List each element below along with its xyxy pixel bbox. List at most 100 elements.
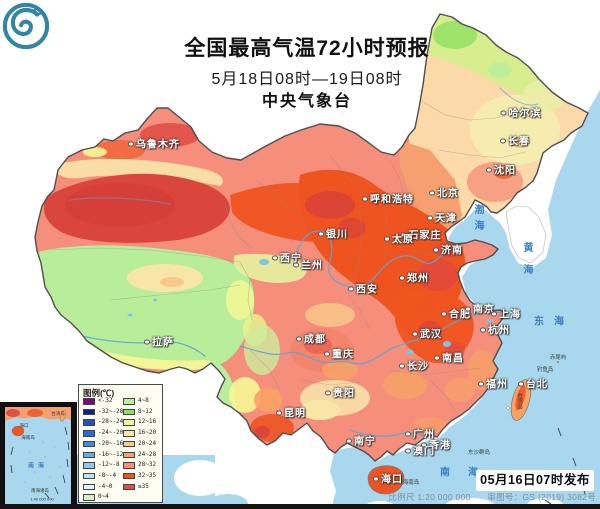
city-label-hangzhou: 杭州: [480, 322, 510, 337]
legend-label: 16~20: [138, 429, 157, 437]
legend-title: 图例(℃): [83, 388, 115, 398]
legend-label: -8~-4: [98, 471, 117, 479]
bottom-border-bar: [0, 504, 600, 509]
legend-swatch: [123, 462, 135, 469]
city-label-changchun: 长春: [500, 133, 530, 148]
city-label-shenyang: 沈阳: [486, 162, 516, 177]
agency-name: 中央气象台: [261, 93, 353, 110]
city-label-shanghai: 上海: [491, 306, 521, 321]
legend-label: -24~-20: [98, 429, 124, 437]
legend-label: -12~-8: [98, 461, 120, 469]
sea-label-bohai: 渤海: [472, 204, 483, 236]
legend-label: -16~-12: [98, 450, 124, 458]
legend-swatch: [83, 451, 95, 458]
sea-label-east-china-sea: 东海: [534, 316, 574, 328]
temperature-legend: 图例(℃) <-32 -32~-28 -28~-24 -24~-20 -20~-…: [78, 384, 163, 503]
legend-swatch: [83, 408, 95, 416]
city-label-nanchang: 南昌: [434, 350, 464, 365]
map-scale-text: 比例尺 1:20 000 000: [388, 492, 471, 502]
legend-label: 8~12: [138, 407, 153, 415]
island-label-dongsha: 东沙群岛: [467, 450, 491, 456]
legend-swatch: [123, 483, 135, 491]
island-label-diaoyudao: 钓鱼岛: [536, 367, 554, 373]
legend-label: -20~-16: [98, 439, 124, 447]
south-china-sea-inset: 台湾岛 海口 海南岛 南海 南海诸岛 1:40 000 000: [4, 406, 72, 505]
inset-backdrop: 台湾岛 海口 海南岛 南海 南海诸岛 1:40 000 000: [0, 402, 77, 509]
city-label-guiyang: 贵阳: [325, 385, 355, 400]
city-label-harbin: 哈尔滨: [500, 105, 542, 120]
legend-swatch: [83, 483, 95, 491]
legend-swatch: [83, 398, 95, 405]
legend-label: 28~32: [138, 461, 157, 469]
island-label-hainandao: 海南岛: [402, 480, 420, 486]
city-label-jinan: 济南: [433, 242, 463, 257]
city-label-taiyuan: 太原: [384, 231, 414, 246]
city-label-haikou: 海口: [373, 471, 403, 486]
city-label-tianjin: 天津: [427, 210, 457, 225]
city-label-nanning: 南宁: [346, 433, 376, 448]
legend-label: 0~4: [98, 493, 109, 501]
legend-swatch: [83, 419, 95, 426]
city-label-kunming: 昆明: [276, 405, 306, 420]
legend-swatch: [83, 462, 95, 469]
inset-map-art: [5, 407, 71, 499]
legend-swatch: [83, 494, 95, 501]
legend-swatch: [123, 408, 135, 416]
release-time-badge: 05月16日07时发布: [476, 470, 594, 491]
city-label-taipei: 台北: [518, 376, 548, 391]
legend-label: 4~8: [138, 397, 149, 404]
city-label-chongqing: 重庆: [324, 346, 354, 361]
legend-label: 24~28: [138, 450, 157, 458]
cma-dragon-logo: [2, 2, 50, 50]
inset-label-taiwan: 台湾岛: [51, 411, 65, 416]
legend-label: -28~-24: [98, 418, 124, 426]
island-label-chiweiyu: 赤尾屿: [549, 355, 567, 361]
city-label-xining: 西宁: [272, 250, 302, 265]
legend-label: ≥35: [138, 482, 149, 490]
city-label-hefei: 合肥: [441, 306, 471, 321]
city-label-macau: 澳门: [405, 443, 435, 458]
legend-swatch: [83, 440, 95, 448]
inset-scale: 1:40 000 000: [30, 496, 54, 502]
city-label-zhengzhou: 郑州: [399, 270, 429, 285]
legend-swatch: [123, 419, 135, 426]
city-label-hongkong: 香港: [421, 437, 451, 452]
legend-swatch: [123, 430, 135, 437]
city-label-lhasa: 拉萨: [144, 334, 174, 349]
city-label-xian: 西安: [348, 281, 378, 296]
city-label-beijing: 北京: [429, 185, 459, 200]
legend-swatch: [123, 440, 135, 448]
legend-label: -32~-28: [98, 407, 124, 415]
legend-swatch: [123, 472, 135, 480]
city-label-hohhot: 呼和浩特: [362, 191, 414, 206]
legend-swatch: [123, 451, 135, 458]
map-meta-line: 比例尺 1:20 000 000 审图号：GS (2019) 3082号: [388, 491, 596, 503]
legend-label: 12~16: [138, 418, 157, 426]
island-label-taiwandao: 台湾岛: [516, 392, 522, 410]
legend-swatch: [123, 398, 135, 405]
legend-swatch: [83, 472, 95, 480]
sea-label-south-china-sea: 南海: [440, 467, 496, 479]
inset-label-hainan: 海南岛: [21, 435, 35, 440]
city-label-fuzhou: 福州: [478, 376, 508, 391]
city-label-wuhan: 武汉: [412, 326, 442, 341]
inset-label-south-china-sea: 南海: [27, 463, 49, 470]
city-label-guangzhou: 广州: [405, 426, 435, 441]
legend-label: 32~35: [138, 471, 157, 479]
map-approval-number: 审图号：GS (2019) 3082号: [487, 492, 596, 502]
city-label-chengdu: 成都: [296, 331, 326, 346]
legend-label: <-32: [98, 397, 113, 404]
inset-label-haikou: 海口: [19, 423, 29, 428]
legend-label: -4~0: [98, 482, 113, 490]
map-subtitle: 5月18日08时—19日08时: [211, 71, 403, 88]
legend-label: 20~24: [138, 439, 157, 447]
legend-swatch: [83, 430, 95, 437]
city-label-lanzhou: 兰州: [293, 257, 323, 272]
sea-label-yellow-sea: 黄海: [521, 242, 532, 286]
city-label-nanjing: 南京: [465, 301, 495, 316]
inset-label-islands: 南海诸岛: [31, 488, 49, 493]
city-label-yinchuan: 银川: [318, 226, 348, 241]
city-label-urumqi: 乌鲁木齐: [128, 136, 180, 151]
city-label-changsha: 长沙: [399, 358, 429, 373]
